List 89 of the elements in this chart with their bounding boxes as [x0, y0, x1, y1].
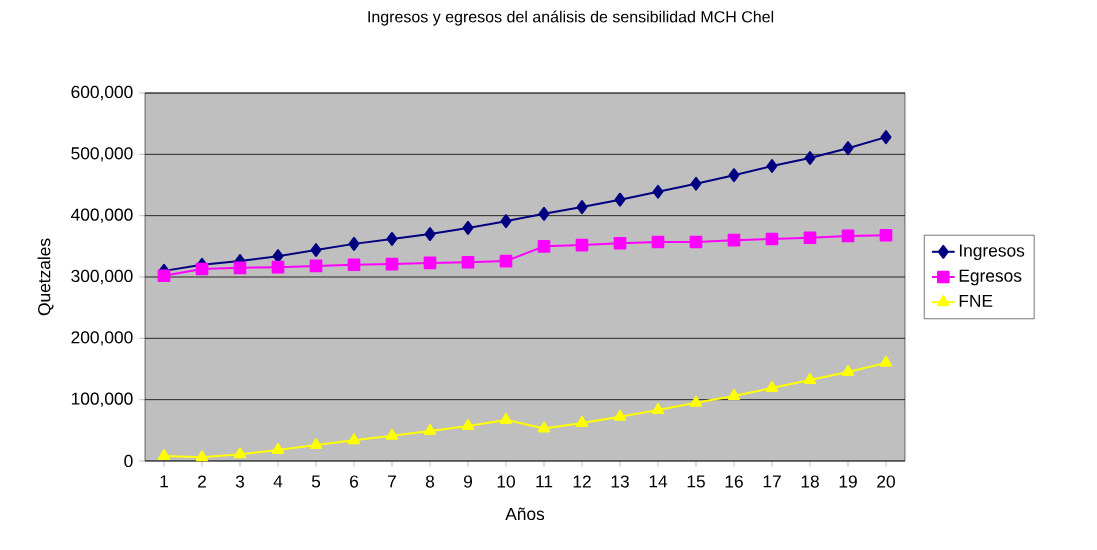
x-tick-label: 18	[801, 475, 819, 488]
point	[385, 257, 399, 271]
point	[423, 256, 437, 270]
y-tick-label: 500,000	[71, 147, 133, 162]
point	[727, 233, 741, 247]
x-tick-label: 12	[573, 475, 591, 488]
point	[424, 227, 436, 242]
point	[613, 236, 627, 250]
point	[803, 373, 817, 385]
x-tick-label: 5	[311, 475, 321, 488]
point	[499, 254, 513, 268]
point	[538, 206, 550, 221]
point	[880, 130, 892, 145]
point	[842, 141, 854, 156]
point	[233, 447, 247, 459]
point	[803, 231, 817, 245]
x-tick-label: 19	[839, 475, 857, 488]
x-tick-label: 11	[536, 475, 553, 488]
point	[689, 235, 703, 249]
chart-title: Ingresos y egresos del análisis de sensibilidad MCH Chel	[368, 10, 774, 26]
point	[841, 229, 855, 243]
x-axis-title: Años	[505, 507, 545, 521]
point	[347, 258, 361, 272]
legend-label: Egresos	[959, 269, 1022, 286]
point	[310, 243, 322, 258]
point	[461, 419, 475, 431]
point	[461, 255, 475, 269]
point	[841, 365, 855, 377]
y-tick-label: 300,000	[71, 269, 133, 285]
point	[537, 240, 551, 253]
x-tick-label: 9	[464, 475, 473, 488]
legend-label: FNE	[959, 294, 993, 307]
x-tick-label: 7	[388, 475, 396, 488]
point	[233, 261, 247, 275]
point	[537, 421, 551, 433]
x-tick-label: 20	[877, 475, 895, 488]
point	[652, 184, 664, 199]
y-axis-title: Quetzales	[37, 238, 54, 316]
point	[765, 232, 779, 246]
point	[423, 423, 437, 435]
point	[879, 228, 893, 242]
point	[500, 214, 512, 229]
x-tick-label: 13	[611, 475, 629, 488]
point	[499, 412, 513, 424]
x-tick-label: 15	[687, 475, 705, 488]
x-tick-label: 6	[350, 475, 359, 488]
point	[195, 450, 209, 462]
x-tick-label: 10	[497, 475, 515, 488]
point	[462, 220, 474, 235]
point	[575, 415, 589, 427]
point	[271, 442, 285, 454]
point	[385, 428, 399, 440]
x-tick-label: 3	[235, 475, 245, 488]
point	[195, 262, 209, 276]
x-tick-label: 16	[725, 475, 743, 488]
x-tick-label: 2	[198, 475, 206, 488]
point	[613, 409, 627, 421]
point	[689, 395, 703, 407]
point	[347, 433, 361, 445]
point	[576, 200, 588, 215]
point	[157, 449, 171, 461]
point	[727, 388, 741, 400]
point	[271, 260, 285, 274]
y-tick-label: 600,000	[71, 85, 133, 101]
point	[386, 231, 398, 246]
point	[766, 158, 778, 173]
point	[348, 236, 360, 251]
point	[879, 355, 893, 367]
x-tick-label: 14	[649, 475, 668, 488]
x-tick-label: 1	[160, 475, 168, 488]
point	[728, 168, 740, 183]
point	[157, 269, 171, 283]
y-tick-label: 200,000	[71, 331, 133, 346]
point	[804, 151, 816, 166]
point	[690, 176, 702, 191]
x-tick-label: 4	[273, 475, 283, 488]
x-tick-label: 17	[763, 475, 781, 488]
point	[575, 238, 589, 252]
point	[651, 235, 665, 249]
point	[614, 192, 626, 207]
y-tick-label: 0	[124, 454, 133, 468]
point	[651, 403, 665, 415]
point	[309, 438, 323, 450]
x-tick-label: 8	[425, 475, 435, 488]
point	[765, 381, 779, 393]
y-tick-label: 400,000	[71, 208, 133, 223]
point	[309, 259, 323, 273]
y-tick-label: 100,000	[71, 392, 133, 407]
legend-label: Ingresos	[959, 244, 1025, 261]
